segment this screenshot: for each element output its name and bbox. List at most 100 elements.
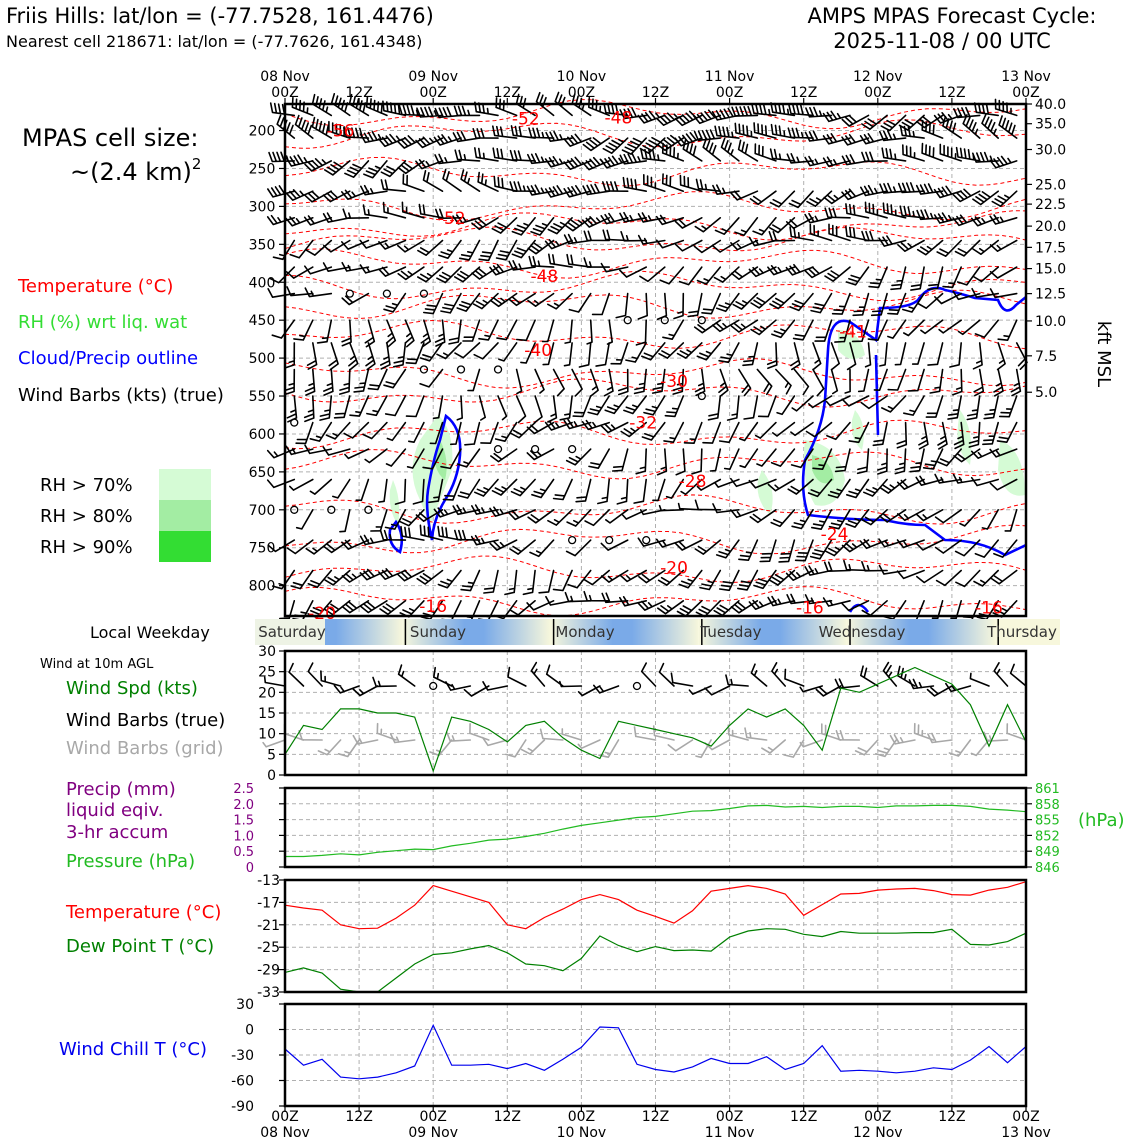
wind-barb — [846, 478, 870, 499]
wind-barb — [359, 568, 388, 581]
precip-frame — [283, 786, 1028, 869]
wind-barb — [897, 182, 925, 194]
wind-barb — [527, 509, 555, 524]
wind-barb — [508, 260, 536, 271]
wind-barb — [492, 147, 518, 162]
wind-barb — [615, 292, 629, 319]
wind-barb — [348, 342, 359, 371]
wind-barb — [547, 509, 573, 526]
wind-barb — [619, 107, 647, 120]
wind-barb — [382, 100, 407, 117]
wind-barb — [997, 319, 1018, 341]
wind-barb — [385, 319, 397, 348]
wind-barb — [397, 266, 425, 281]
wind-barb — [384, 509, 407, 530]
wind-barb — [527, 153, 555, 165]
wind-barb — [317, 739, 342, 756]
wind-barb — [535, 91, 555, 117]
wind-barb — [561, 728, 583, 741]
wind-barb — [422, 170, 444, 192]
wind-barb — [993, 662, 1009, 687]
wind-barb — [875, 739, 898, 758]
wind-barb — [511, 217, 536, 236]
wind-barb — [442, 168, 462, 192]
wind-barb — [845, 509, 870, 528]
isotherm-label: -20 — [308, 604, 336, 624]
wind-barb — [824, 207, 851, 219]
wind-barb — [581, 216, 610, 228]
wind-barb — [663, 421, 685, 443]
wind-barb — [453, 105, 481, 117]
isotherm-label: -56 — [327, 122, 355, 142]
wind-barb — [307, 569, 333, 589]
x-hour-label: 12Z — [642, 1109, 669, 1125]
wind-barb — [364, 319, 376, 348]
wind-barb — [408, 421, 425, 443]
wind-barb — [827, 478, 851, 499]
wind-barb — [328, 120, 351, 139]
cloud-outline — [388, 286, 1027, 613]
wind-barb — [606, 319, 613, 345]
wind-barb — [970, 739, 990, 757]
wind-barb — [861, 509, 888, 526]
wind-barb — [903, 395, 925, 416]
wind-barb — [516, 319, 536, 342]
wind-barb — [620, 231, 647, 242]
wind-barb — [495, 239, 518, 261]
wind-barb — [872, 421, 888, 447]
wind-barb — [770, 448, 796, 467]
wind-barb — [867, 319, 888, 341]
x-hour-label: 12Z — [790, 85, 817, 101]
wind-barb — [693, 239, 722, 254]
wind-barb — [396, 135, 425, 149]
wind-barb — [662, 319, 685, 340]
height-tick-label: 7.5 — [1035, 349, 1057, 365]
wind-barb — [563, 233, 592, 245]
wind-barb — [861, 151, 888, 163]
wind-barb — [489, 263, 518, 276]
wind-barb — [490, 292, 518, 308]
wind-barb — [522, 569, 536, 596]
wind-barb — [380, 342, 391, 370]
wind-barb — [712, 239, 740, 253]
cell-size-value: ~(2.4 km)2 — [70, 155, 201, 186]
wind-barb — [696, 266, 722, 285]
wind-barb — [834, 448, 851, 473]
temp-label: Temperature (°C) — [65, 902, 221, 923]
wind-barb — [879, 182, 907, 194]
day-gradient — [698, 619, 847, 645]
wind-barb — [657, 600, 685, 615]
isotherm-label: -48 — [530, 267, 558, 287]
x-hour-label: 00Z — [271, 85, 298, 101]
wind-barb — [603, 368, 614, 397]
wind-barb — [825, 395, 851, 407]
wind-barb — [341, 319, 352, 347]
wind-barb — [694, 368, 706, 397]
wind-barb — [921, 119, 944, 139]
wind-barb — [489, 506, 518, 517]
wind-barb — [899, 125, 925, 139]
wind-barb — [845, 266, 870, 286]
wind-barb — [586, 319, 593, 345]
wind-barb — [699, 569, 722, 591]
wind-barb — [972, 151, 999, 163]
wind-barb — [902, 144, 925, 162]
wind-barb — [379, 529, 407, 541]
wind-barb — [989, 239, 1018, 252]
isotherm-label: -16 — [975, 599, 1003, 619]
windchill-label: Wind Chill T (°C) — [59, 1039, 207, 1060]
weekday-label: Local Weekday — [90, 623, 210, 642]
wind-barb — [527, 239, 555, 255]
wind-barb — [433, 507, 462, 518]
wind-barb — [305, 239, 333, 256]
wind-barb — [655, 239, 685, 249]
wind-barb — [355, 478, 370, 502]
wind-barb — [860, 395, 888, 410]
wind-barb — [823, 561, 851, 572]
wind-barb — [972, 266, 999, 283]
wind-barb — [325, 421, 351, 440]
wind-barb — [658, 342, 685, 359]
wind-barb — [916, 114, 944, 129]
wind-barb — [896, 421, 908, 449]
